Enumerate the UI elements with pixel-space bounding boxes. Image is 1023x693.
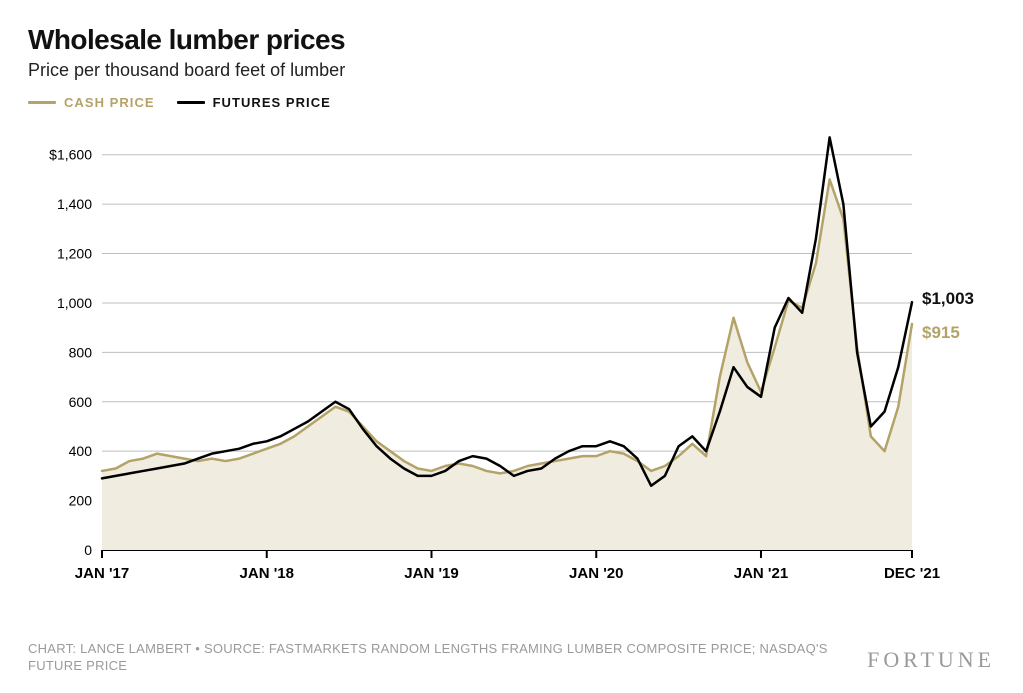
svg-text:600: 600 <box>69 394 93 410</box>
line-chart: 0 200 400 600 800 1,000 1,200 1,400 $1,600 JAN '1… <box>32 120 992 590</box>
svg-text:200: 200 <box>69 493 93 509</box>
legend-swatch-cash <box>28 101 56 104</box>
brand-logo: FORTUNE <box>867 647 995 673</box>
chart-title: Wholesale lumber prices <box>28 24 995 56</box>
svg-text:0: 0 <box>84 542 92 558</box>
svg-text:JAN '19: JAN '19 <box>404 565 458 582</box>
legend-swatch-futures <box>177 101 205 104</box>
svg-text:$1,600: $1,600 <box>49 147 92 163</box>
svg-text:JAN '17: JAN '17 <box>75 565 129 582</box>
svg-text:DEC '21: DEC '21 <box>884 565 940 582</box>
chart-credits: CHART: LANCE LAMBERT • SOURCE: FASTMARKE… <box>28 640 883 675</box>
svg-text:JAN '21: JAN '21 <box>734 565 788 582</box>
chart-subtitle: Price per thousand board feet of lumber <box>28 60 995 81</box>
plot-area: 0 200 400 600 800 1,000 1,200 1,400 $1,600 JAN '1… <box>32 120 995 590</box>
svg-text:$915: $915 <box>922 323 960 342</box>
svg-text:1,000: 1,000 <box>57 295 92 311</box>
legend: CASH PRICE FUTURES PRICE <box>28 95 995 110</box>
legend-label-futures: FUTURES PRICE <box>213 95 331 110</box>
svg-text:400: 400 <box>69 443 93 459</box>
svg-text:$1,003: $1,003 <box>922 289 974 308</box>
svg-text:800: 800 <box>69 344 93 360</box>
svg-text:1,200: 1,200 <box>57 246 92 262</box>
legend-label-cash: CASH PRICE <box>64 95 155 110</box>
legend-item-cash: CASH PRICE <box>28 95 155 110</box>
svg-text:1,400: 1,400 <box>57 196 92 212</box>
legend-item-futures: FUTURES PRICE <box>177 95 331 110</box>
chart-container: Wholesale lumber prices Price per thousa… <box>0 0 1023 693</box>
svg-text:JAN '20: JAN '20 <box>569 565 623 582</box>
svg-text:JAN '18: JAN '18 <box>240 565 294 582</box>
